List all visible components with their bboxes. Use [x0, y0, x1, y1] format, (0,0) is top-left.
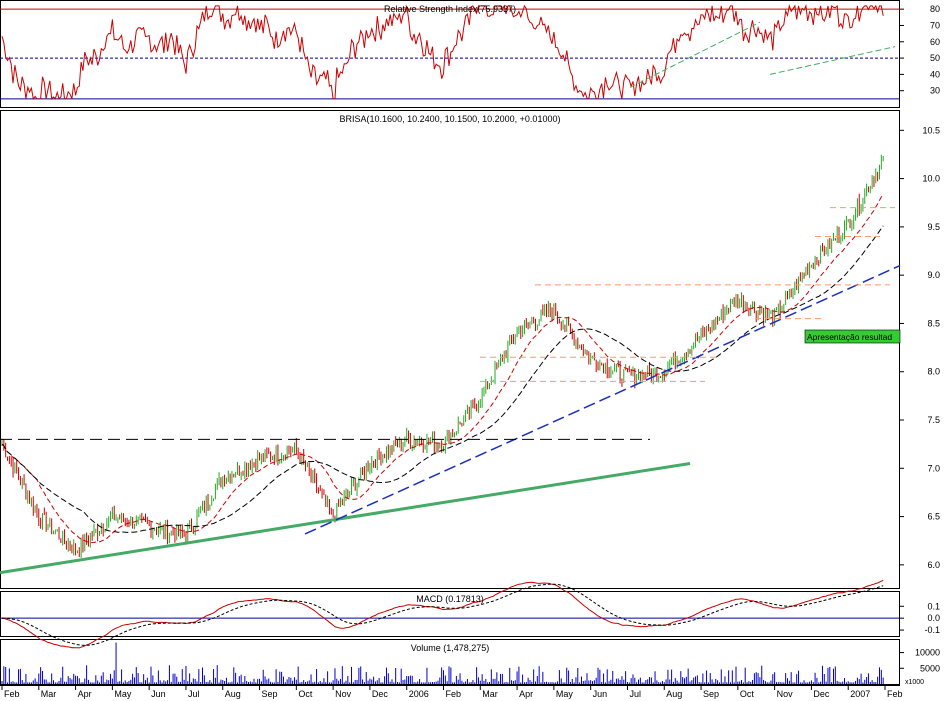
macd-line — [1, 579, 884, 649]
price-tick-label: 8.5 — [927, 318, 940, 328]
macd-tick-label: -0.1 — [924, 625, 940, 635]
tick-layer: 80 70 60 50 40 30 10.5 10.0 9.5 9.0 8.5 8.0 7.5 7.0 6.… — [1, 4, 940, 699]
x-tick-label: Nov — [777, 689, 794, 699]
rsi-line — [1, 3, 884, 101]
price-tick-label: 6.0 — [927, 560, 940, 570]
rsi-panel — [0, 0, 900, 108]
rsi-trendline-1 — [629, 21, 761, 88]
rsi-tick-label: 30 — [930, 86, 940, 96]
x-tick-label: Mar — [482, 689, 498, 699]
x-tick-label: Jun — [151, 689, 166, 699]
x-tick-label: Oct — [740, 689, 755, 699]
rsi-layer — [0, 3, 900, 101]
x-tick-label: Mar — [41, 689, 57, 699]
macd-tick-label: 0.1 — [927, 601, 940, 611]
macd-title: MACD (0.17813) — [416, 594, 484, 604]
x-tick-label: Dec — [372, 689, 389, 699]
x-tick-label: Dec — [813, 689, 830, 699]
x-tick-label: 2006 — [409, 689, 429, 699]
x-tick-label: Apr — [78, 689, 92, 699]
rsi-tick-label: 70 — [930, 20, 940, 30]
x-tick-label: Apr — [519, 689, 533, 699]
rsi-tick-label: 50 — [930, 53, 940, 63]
x-tick-label: May — [114, 689, 132, 699]
x-tick-label: Feb — [446, 689, 462, 699]
x-tick-label: Feb — [4, 689, 20, 699]
x-tick-label: Sep — [262, 689, 278, 699]
x-tick-label: May — [556, 689, 574, 699]
volume-unit-label: x1000 — [905, 679, 924, 686]
volume-tick-label: 10000 — [915, 648, 940, 658]
rsi-tick-label: 60 — [930, 37, 940, 47]
volume-tick-label: 5000 — [920, 663, 940, 673]
price-title: BRISA(10.1600, 10.2400, 10.1500, 10.2000… — [340, 114, 561, 124]
price-tick-label: 8.0 — [927, 367, 940, 377]
x-tick-label: Nov — [335, 689, 352, 699]
x-tick-label: Sep — [703, 689, 719, 699]
price-tick-label: 9.5 — [927, 222, 940, 232]
rsi-tick-label: 40 — [930, 69, 940, 79]
volume-title: Volume (1,478,275) — [411, 643, 490, 653]
x-tick-label: Oct — [298, 689, 313, 699]
x-tick-label: Jul — [629, 689, 641, 699]
x-tick-label: Aug — [666, 689, 682, 699]
macd-signal-line — [2, 583, 884, 646]
macd-layer — [0, 579, 900, 649]
x-tick-label: Jun — [593, 689, 608, 699]
support-trendline-green — [0, 461, 691, 575]
annotation-box — [804, 329, 901, 344]
macd-panel — [0, 591, 900, 637]
volume-panel — [0, 639, 900, 685]
x-tick-label: Jul — [188, 689, 200, 699]
price-tick-label: 6.5 — [927, 512, 940, 522]
price-tick-label: 7.5 — [927, 415, 940, 425]
rsi-tick-label: 80 — [930, 4, 940, 14]
moving-average-short-line — [1, 193, 884, 544]
price-panel — [0, 110, 900, 589]
price-tick-label: 10.5 — [922, 125, 940, 135]
x-tick-label: Aug — [225, 689, 241, 699]
price-tick-label: 7.0 — [927, 463, 940, 473]
price-layer — [0, 154, 901, 575]
x-tick-label: 2007 — [850, 689, 870, 699]
macd-tick-label: 0.0 — [927, 613, 940, 623]
price-tick-label: 10.0 — [922, 174, 940, 184]
price-tick-label: 9.0 — [927, 270, 940, 280]
moving-average-long-line — [1, 225, 884, 533]
support-trendline-blue — [304, 264, 901, 535]
volume-layer — [1, 642, 884, 684]
annotation-label: Apresentação resultad — [807, 332, 892, 342]
rsi-title: Relative Strength Index(75.9337) — [384, 4, 516, 14]
rsi-trendline-2 — [769, 46, 896, 75]
x-tick-label: Feb — [887, 689, 903, 699]
